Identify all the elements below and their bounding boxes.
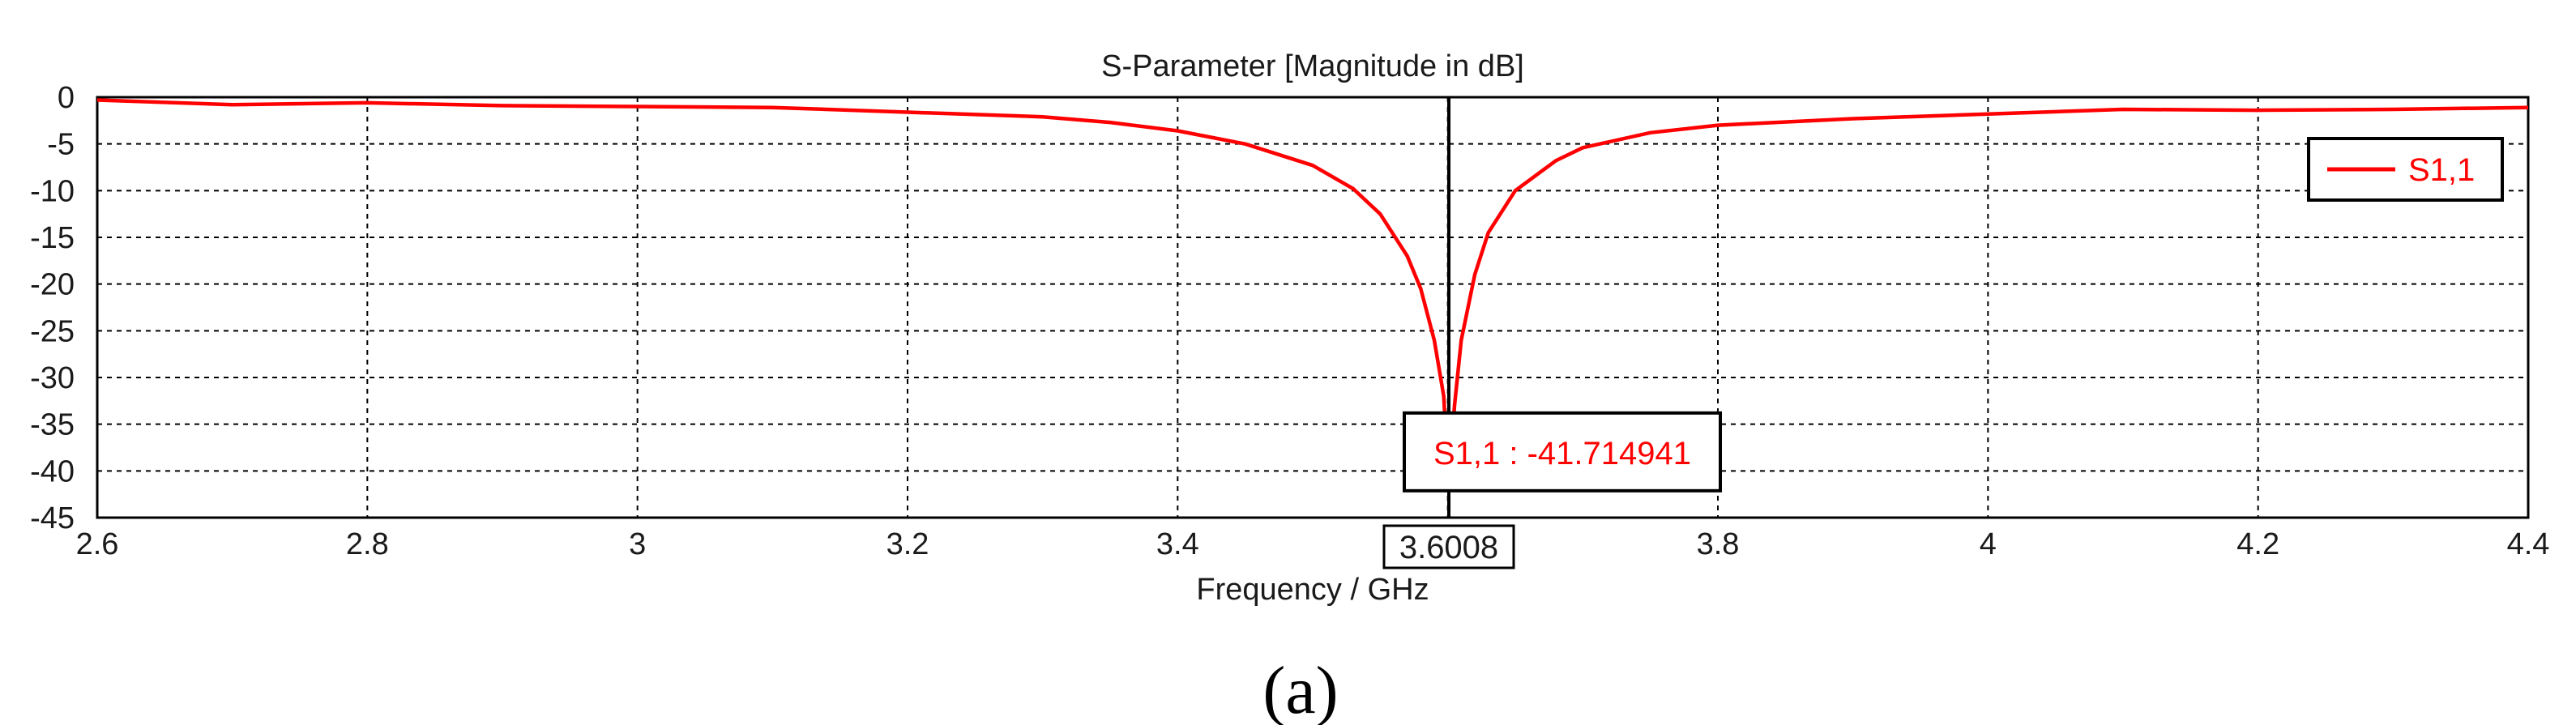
x-tick-label: 4 (1980, 527, 1997, 561)
legend-box (2307, 137, 2504, 202)
x-axis-label: Frequency / GHz (1196, 573, 1429, 607)
legend-label-s11: S1,1 (2408, 152, 2475, 188)
y-tick-label: -25 (30, 314, 75, 348)
y-tick-label: -35 (30, 408, 75, 442)
marker-layer: 3.6008 S1,1 : -41.714941 (1382, 97, 1722, 569)
x-tick-label: 3.8 (1697, 527, 1740, 561)
marker-x-box (1382, 524, 1515, 569)
y-tick-label: -15 (30, 221, 75, 255)
x-tick-label: 2.6 (76, 527, 119, 561)
x-tick-label: 3 (629, 527, 646, 561)
series-line-s11 (96, 98, 2529, 489)
y-tick-label: -10 (30, 174, 75, 208)
x-tick-label: 2.8 (346, 527, 389, 561)
y-tick-label: -45 (30, 501, 75, 535)
y-tick-label: -40 (30, 454, 75, 488)
figure-caption: (a) (1262, 653, 1338, 725)
legend: S1,1 (2307, 137, 2504, 202)
x-tick-labels: 2.6 2.8 3 3.2 3.4 3.8 4 4.2 4.4 (76, 527, 2550, 561)
y-tick-label: 0 (58, 81, 75, 115)
series-layer (96, 98, 2529, 489)
marker-x-readout: 3.6008 (1399, 530, 1498, 565)
plot-area (96, 96, 2530, 519)
y-tick-label: -5 (47, 128, 75, 162)
marker-value-label: S1,1 : -41.714941 (1433, 436, 1691, 471)
chart-title: S-Parameter [Magnitude in dB] (1101, 49, 1524, 83)
y-tick-label: -20 (30, 268, 75, 302)
x-tick-label: 4.2 (2236, 527, 2279, 561)
marker-value-box (1403, 411, 1722, 493)
x-tick-label: 3.4 (1156, 527, 1199, 561)
x-tick-label: 3.2 (886, 527, 929, 561)
y-tick-labels: 0 -5 -10 -15 -20 -25 -30 -35 -40 -45 (30, 81, 75, 535)
y-tick-label: -30 (30, 361, 75, 395)
grid (97, 97, 2528, 518)
x-tick-label: 4.4 (2507, 527, 2550, 561)
